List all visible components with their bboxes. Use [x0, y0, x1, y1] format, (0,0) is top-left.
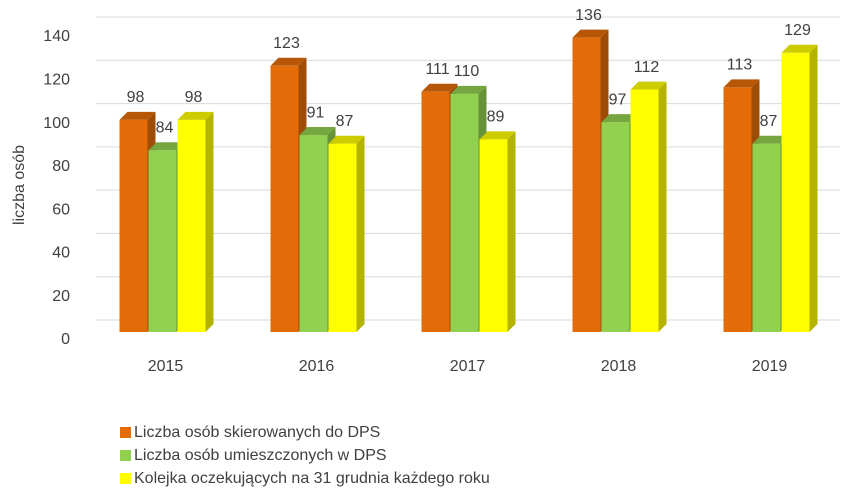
bar-front: [270, 65, 299, 333]
data-label: 87: [336, 113, 354, 130]
bar-front: [148, 150, 177, 332]
legend-label: Liczba osób umieszczonych w DPS: [134, 447, 387, 464]
bar-front: [572, 37, 601, 333]
bar-front: [781, 52, 810, 333]
bar-top: [177, 111, 214, 120]
bar: [781, 44, 818, 333]
data-label: 111: [425, 61, 449, 78]
data-label: 97: [609, 91, 627, 108]
bar-top: [270, 57, 307, 66]
x-tick-label: 2019: [752, 358, 788, 375]
data-label: 123: [273, 35, 300, 52]
bar-side: [507, 131, 516, 332]
bar-front: [119, 119, 148, 333]
bar-top: [479, 131, 516, 140]
bar-front: [299, 135, 328, 332]
x-tick-label: 2017: [450, 358, 486, 375]
bar-top: [299, 127, 336, 136]
y-tick-label: 100: [43, 115, 70, 132]
bar: [630, 81, 667, 332]
data-label: 84: [156, 119, 174, 136]
bar-front: [601, 122, 630, 332]
bar-top: [630, 81, 667, 90]
y-tick-label: 140: [43, 28, 70, 45]
legend-label: Kolejka oczekujących na 31 grudnia każde…: [134, 470, 490, 487]
data-label: 129: [784, 22, 811, 39]
bar-front: [479, 139, 508, 332]
y-tick-label: 120: [43, 72, 70, 89]
bar-front: [752, 143, 781, 332]
data-label: 113: [727, 57, 753, 74]
data-label: 112: [634, 59, 660, 76]
bar-top: [328, 135, 365, 144]
data-label: 98: [185, 89, 203, 106]
bar-top: [119, 111, 156, 120]
y-tick-label: 20: [52, 288, 70, 305]
bar-side: [205, 111, 214, 333]
bar-front: [421, 91, 450, 332]
bar-front: [723, 87, 752, 332]
bar-side: [658, 81, 667, 332]
data-label: 98: [127, 89, 145, 106]
data-label: 89: [487, 109, 505, 126]
y-tick-label: 60: [52, 201, 70, 218]
bar-front: [450, 93, 479, 332]
bar-side: [809, 44, 818, 333]
bar-top: [723, 79, 760, 88]
y-tick-label: 0: [61, 331, 70, 348]
legend-swatch: [120, 427, 131, 438]
x-tick-label: 2018: [601, 358, 637, 375]
y-tick-label: 80: [52, 158, 70, 175]
bar-front: [630, 89, 659, 332]
bar-side: [356, 135, 365, 332]
bar-top: [752, 135, 789, 144]
data-label: 136: [575, 7, 602, 24]
bar-front: [328, 143, 357, 332]
data-label: 87: [760, 113, 778, 130]
bar-front: [177, 119, 206, 333]
y-axis-label: liczba osób: [11, 145, 28, 225]
legend-swatch: [120, 450, 131, 461]
bar-top: [148, 142, 185, 151]
legend-label: Liczba osób skierowanych do DPS: [134, 424, 380, 441]
x-tick-label: 2016: [299, 358, 335, 375]
bar-top: [572, 29, 609, 38]
bar: [328, 135, 365, 332]
bar: [270, 57, 307, 333]
x-tick-label: 2015: [148, 358, 184, 375]
data-label: 91: [307, 104, 325, 121]
bar-top: [450, 85, 487, 94]
bar: [177, 111, 214, 333]
bar-top: [421, 83, 458, 92]
bar-top: [781, 44, 818, 53]
data-label: 110: [454, 63, 480, 80]
bar: [479, 131, 516, 332]
bar-top: [601, 114, 638, 123]
legend-swatch: [120, 473, 131, 484]
y-tick-label: 40: [52, 245, 70, 262]
